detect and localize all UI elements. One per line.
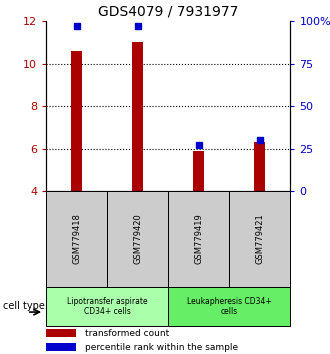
Text: GSM779420: GSM779420 bbox=[133, 213, 142, 264]
Text: Leukapheresis CD34+
cells: Leukapheresis CD34+ cells bbox=[187, 297, 272, 316]
Bar bbox=[193, 151, 204, 191]
Text: Lipotransfer aspirate
CD34+ cells: Lipotransfer aspirate CD34+ cells bbox=[67, 297, 148, 316]
Bar bbox=[132, 42, 143, 191]
Text: transformed count: transformed count bbox=[85, 329, 170, 338]
Text: cell type: cell type bbox=[3, 301, 45, 311]
Bar bbox=[46, 329, 76, 337]
Text: percentile rank within the sample: percentile rank within the sample bbox=[85, 343, 238, 352]
Bar bbox=[71, 51, 82, 191]
Text: GSM779419: GSM779419 bbox=[194, 213, 203, 264]
Bar bbox=[229, 191, 290, 287]
Title: GDS4079 / 7931977: GDS4079 / 7931977 bbox=[98, 5, 239, 19]
Bar bbox=[168, 191, 229, 287]
Text: GSM779421: GSM779421 bbox=[255, 213, 264, 264]
Bar bbox=[168, 287, 290, 326]
Bar bbox=[46, 287, 168, 326]
Bar bbox=[46, 191, 107, 287]
Text: GSM779418: GSM779418 bbox=[72, 213, 81, 264]
Bar bbox=[46, 343, 76, 351]
Bar bbox=[107, 191, 168, 287]
Bar bbox=[254, 142, 265, 191]
